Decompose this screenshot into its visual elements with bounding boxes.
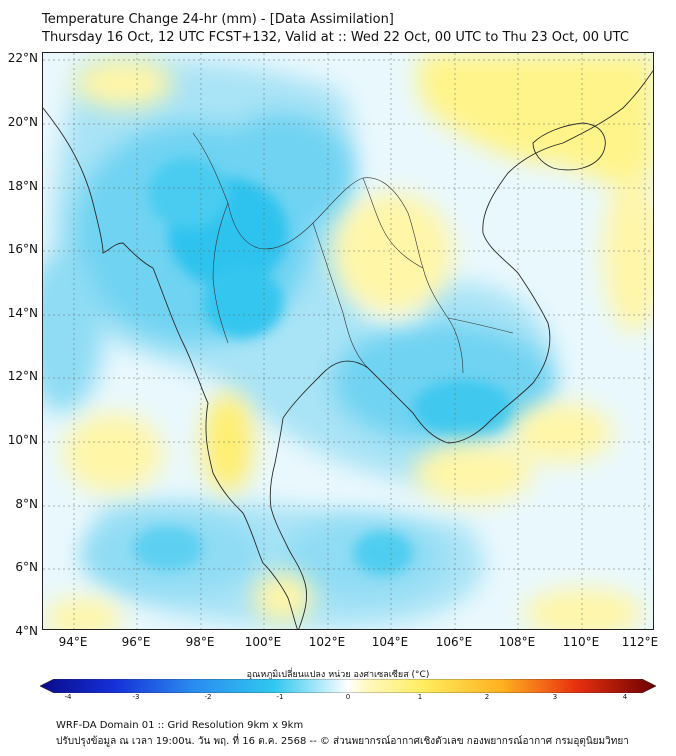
lon-label-98: 98°E <box>185 635 215 649</box>
lon-label-108: 108°E <box>498 635 536 649</box>
colorbar-tick: 2 <box>484 693 490 701</box>
coastlines <box>43 70 653 629</box>
lat-label-18: 18°N <box>7 179 38 193</box>
footer-model-info: WRF-DA Domain 01 :: Grid Resolution 9km … <box>56 720 304 731</box>
colorbar-tick: -1 <box>276 693 284 701</box>
lat-label-10: 10°N <box>7 433 38 447</box>
lat-label-4: 4°N <box>15 624 38 638</box>
lat-label-14: 14°N <box>7 306 38 320</box>
temperature-change-map <box>43 53 653 629</box>
colorbar-tick: -2 <box>204 693 212 701</box>
colorbar-tick: 4 <box>622 693 628 701</box>
graticule <box>43 53 653 629</box>
lon-label-104: 104°E <box>371 635 409 649</box>
colorbar-gradient <box>40 679 656 693</box>
lat-label-12: 12°N <box>7 369 38 383</box>
colorbar <box>40 679 656 693</box>
colorbar-tick: -4 <box>64 693 72 701</box>
lon-label-102: 102°E <box>308 635 346 649</box>
lat-label-22: 22°N <box>7 51 38 65</box>
lon-label-112: 112°E <box>621 635 659 649</box>
colorbar-tick: 0 <box>345 693 351 701</box>
warming-field <box>43 53 653 629</box>
map-title: Temperature Change 24-hr (mm) - [Data As… <box>42 12 394 27</box>
lon-label-110: 110°E <box>562 635 600 649</box>
lon-label-106: 106°E <box>435 635 473 649</box>
colorbar-tick: 1 <box>417 693 423 701</box>
lon-label-94: 94°E <box>58 635 88 649</box>
colorbar-tick: -3 <box>132 693 140 701</box>
lat-label-8: 8°N <box>15 497 38 511</box>
colorbar-label: อุณหภูมิเปลี่ยนแปลง หน่วย องศาเซลเซียส (… <box>246 670 430 680</box>
cooling-strong-cores <box>133 158 513 575</box>
footer-credit: ปรับปรุงข้อมูล ณ เวลา 19:00น. วัน พฤ. ที… <box>56 736 629 747</box>
lat-label-16: 16°N <box>7 242 38 256</box>
lon-label-100: 100°E <box>244 635 282 649</box>
lon-label-96: 96°E <box>121 635 151 649</box>
map-panel <box>42 52 654 630</box>
lat-label-20: 20°N <box>7 115 38 129</box>
colorbar-tick: 3 <box>552 693 558 701</box>
lat-label-6: 6°N <box>15 560 38 574</box>
map-subtitle: Thursday 16 Oct, 12 UTC FCST+132, Valid … <box>42 30 629 45</box>
